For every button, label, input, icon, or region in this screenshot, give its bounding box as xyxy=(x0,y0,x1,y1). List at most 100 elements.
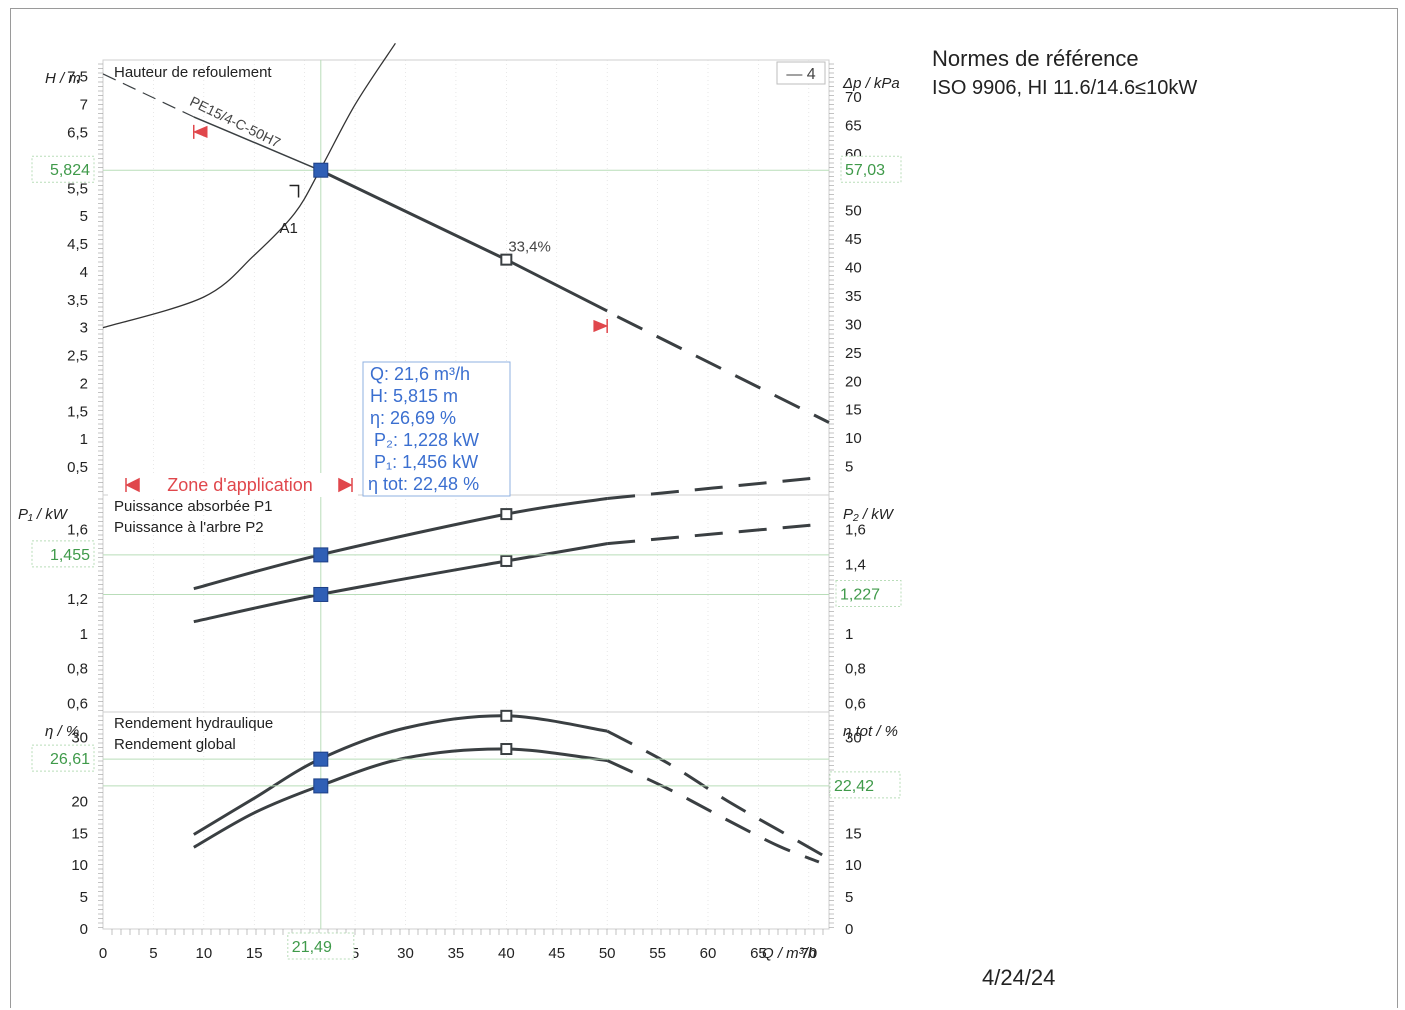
y-axis-title-dp: Δp / kPa xyxy=(842,75,900,92)
tick-label-dp: 50 xyxy=(845,203,862,220)
tick-label-dp: 20 xyxy=(845,373,862,390)
tick-label-dp: 70 xyxy=(845,89,862,106)
tick-label-h: 3 xyxy=(80,320,88,337)
info-line-4: P₂: 1,228 kW xyxy=(374,430,479,450)
tick-label-p2: 1,4 xyxy=(845,556,866,573)
info-line-5: P₁: 1,456 kW xyxy=(374,452,478,472)
power-open-marker-2 xyxy=(500,554,513,567)
readout-etatot-box xyxy=(829,771,901,799)
tick-label-dp: 40 xyxy=(845,260,862,277)
tick-label-p2: 0,6 xyxy=(845,695,866,712)
range-start-marker xyxy=(192,124,208,139)
tick-label-p1: 0,6 xyxy=(67,695,88,712)
legend-badge: — 4 xyxy=(786,66,815,83)
efficiency-series-2-dashed xyxy=(606,759,820,864)
panel-subtitle-power: Puissance à l'arbre P2 xyxy=(114,519,264,536)
x-tick-label: 45 xyxy=(548,945,565,962)
pump-curve-start xyxy=(102,73,195,118)
tick-label-h: 4 xyxy=(80,264,88,281)
readout-q: 21,49 xyxy=(292,939,332,956)
tick-label-p2: 1,6 xyxy=(845,522,866,539)
y-axis-title-etatot: η tot / % xyxy=(843,723,898,740)
pump-curve-label: PE15/4-C-50H7 xyxy=(187,93,283,151)
tick-label-etatot: 10 xyxy=(845,857,862,874)
readout-eta: 26,61 xyxy=(50,751,90,768)
info-line-6: η tot: 22,48 % xyxy=(368,474,479,494)
tick-label-h: 7,5 xyxy=(67,69,88,86)
readout-q-box xyxy=(287,932,355,960)
readout-h: 5,824 xyxy=(50,162,90,179)
tick-label-etatot: 30 xyxy=(845,730,862,747)
panel-title-efficiency: Rendement hydraulique xyxy=(114,715,273,732)
tick-label-h: 2,5 xyxy=(67,348,88,365)
tick-label-dp: 30 xyxy=(845,316,862,333)
tick-label-h: 1,5 xyxy=(67,403,88,420)
system-curve xyxy=(102,42,396,329)
tick-label-h: 5 xyxy=(80,208,88,225)
tick-label-eta: 20 xyxy=(71,793,88,810)
efficiency-open-marker-2 xyxy=(500,743,513,756)
x-tick-label: 5 xyxy=(351,945,359,962)
tick-label-eta: 5 xyxy=(80,889,88,906)
x-tick-label: 40 xyxy=(498,945,515,962)
tick-label-dp: 45 xyxy=(845,231,862,248)
system-curve-arrow xyxy=(289,184,300,198)
tick-label-h: 3,5 xyxy=(67,292,88,309)
page-frame xyxy=(10,8,1398,1008)
tick-label-dp: 5 xyxy=(845,459,853,476)
tick-label-p1: 1,2 xyxy=(67,591,88,608)
efficiency-marker-label: 33,4% xyxy=(508,239,551,256)
operating-point-p2 xyxy=(313,586,329,602)
panel-subtitle-efficiency: Rendement global xyxy=(114,736,236,753)
tick-label-p1: 1 xyxy=(80,626,88,643)
readout-dp-box xyxy=(840,155,902,183)
x-tick-label: 30 xyxy=(397,945,414,962)
norms-standard: ISO 9906, HI 11.6/14.6≤10kW xyxy=(932,77,1198,99)
x-tick-label: 50 xyxy=(599,945,616,962)
tick-label-h: 1 xyxy=(80,431,88,448)
tick-label-etatot: 0 xyxy=(845,921,853,938)
tick-label-h: 2 xyxy=(80,375,88,392)
operating-point-etatot xyxy=(313,778,329,794)
x-tick-label: 55 xyxy=(649,945,666,962)
legend-badge-box xyxy=(776,61,826,85)
tick-label-eta: 10 xyxy=(71,857,88,874)
norms-title: Normes de référence xyxy=(932,46,1139,71)
x-tick-label: 5 xyxy=(149,945,157,962)
tick-label-h: 4,5 xyxy=(67,236,88,253)
tick-label-p1: 1,6 xyxy=(67,522,88,539)
readout-p2: 1,227 xyxy=(840,586,880,603)
tick-label-h: 0,5 xyxy=(67,459,88,476)
readout-p1: 1,455 xyxy=(50,547,90,564)
x-axis-title: Q / m³/h xyxy=(762,945,816,962)
panel-title-power: Puissance absorbée P1 xyxy=(114,498,272,515)
operating-point-eta xyxy=(313,751,329,767)
tick-label-dp: 35 xyxy=(845,288,862,305)
tick-label-h: 6,5 xyxy=(67,125,88,142)
pump-curve-solid xyxy=(319,168,608,313)
power-series-2-dashed xyxy=(607,523,820,546)
x-tick-label: 10 xyxy=(195,945,212,962)
power-open-marker-1 xyxy=(500,508,513,521)
tick-label-dp: 65 xyxy=(845,117,862,134)
tick-label-eta: 0 xyxy=(80,921,88,938)
readout-p2-box xyxy=(835,579,902,607)
x-tick-label: 65 xyxy=(750,945,767,962)
tick-label-etatot: 15 xyxy=(845,825,862,842)
efficiency-series-1-dashed xyxy=(606,729,830,861)
panel-title-head: Hauteur de refoulement xyxy=(114,64,272,81)
y-axis-title-p2: P₂ / kW xyxy=(843,506,895,523)
zone-bg xyxy=(108,473,358,497)
power-series-1-solid xyxy=(193,497,608,591)
y-axis-title-h: H / m xyxy=(45,70,81,87)
tick-label-h: 7 xyxy=(80,97,88,114)
x-tick-label: 70 xyxy=(800,945,817,962)
zone-right-arrow xyxy=(338,477,353,493)
pump-curve-dashed xyxy=(616,315,830,424)
tick-label-h: 5,5 xyxy=(67,180,88,197)
info-box xyxy=(362,361,511,497)
x-tick-label: 0 xyxy=(99,945,107,962)
info-line-2: H: 5,815 m xyxy=(370,386,458,406)
x-tick-label: 35 xyxy=(448,945,465,962)
efficiency-series-2-solid xyxy=(193,747,608,849)
